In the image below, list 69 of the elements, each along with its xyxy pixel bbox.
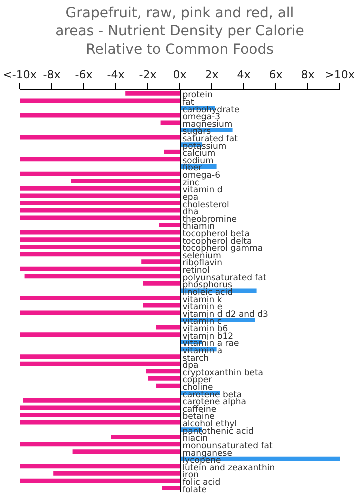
y-tick-label: omega-6 — [182, 171, 220, 182]
bar — [160, 120, 180, 126]
bar — [20, 238, 180, 242]
bar — [143, 282, 180, 286]
bar — [159, 223, 180, 228]
bar — [156, 384, 180, 388]
bar — [20, 464, 180, 469]
bar — [20, 442, 180, 447]
bar — [54, 472, 180, 476]
bar — [20, 310, 180, 316]
x-tick-label: >10x — [325, 68, 356, 82]
x-tick-label: 4x — [237, 68, 252, 82]
bar — [20, 244, 180, 250]
bar — [146, 369, 180, 374]
bar — [20, 98, 180, 104]
x-tick-label: -2x — [139, 68, 158, 82]
chart-title: Grapefruit, raw, pink and red, all areas - Nutrient Density per Calorie Relative to Common Foods — [56, 5, 304, 58]
y-tick-label: pantothenic acid — [182, 426, 254, 437]
bar — [24, 274, 180, 279]
bar — [20, 252, 180, 257]
bar — [20, 420, 180, 425]
bar — [23, 398, 180, 403]
y-tick-label: fiber — [182, 164, 203, 174]
bar — [20, 406, 180, 410]
bar — [20, 216, 180, 220]
y-tick-label: carbohydrate — [182, 105, 240, 116]
bar — [72, 450, 180, 454]
bar — [111, 434, 180, 440]
y-tick-label: vitamin d — [182, 186, 223, 196]
y-tick-label: tocopherol delta — [182, 236, 252, 247]
x-tick-label: 6x — [269, 68, 284, 82]
bar — [156, 325, 180, 330]
bar — [126, 91, 180, 96]
x-tick-label: -8x — [43, 68, 62, 82]
bar — [20, 113, 180, 118]
bar — [20, 194, 180, 198]
bar — [20, 201, 180, 206]
x-tick-label: <-10x — [3, 68, 38, 82]
x-tick-label: 2x — [205, 68, 220, 82]
y-tick-label: choline — [182, 382, 214, 393]
bar — [143, 303, 180, 308]
y-tick-label: tocopherol gamma — [182, 244, 264, 254]
bar — [20, 266, 180, 272]
bar — [20, 172, 180, 176]
y-tick-label: manganese — [182, 448, 232, 459]
bar — [20, 135, 180, 140]
y-tick-label: potassium — [182, 142, 227, 152]
x-tick-label: -6x — [75, 68, 94, 82]
bar — [20, 354, 180, 359]
bar — [20, 478, 180, 484]
x-tick-label: 8x — [301, 68, 316, 82]
x-tick-label: -4x — [107, 68, 126, 82]
y-tick-label: folate — [182, 485, 208, 496]
bar — [20, 332, 180, 338]
bar — [20, 186, 180, 191]
bar — [142, 260, 180, 264]
y-tick-label: lycopene — [182, 456, 222, 466]
bar — [148, 376, 180, 381]
x-tick-label: 0x — [173, 68, 188, 82]
bar — [20, 296, 180, 300]
bar — [20, 157, 180, 162]
y-tick-label: polyunsaturated fat — [182, 273, 268, 284]
bar — [20, 413, 180, 418]
bar — [20, 208, 180, 213]
bar — [162, 486, 180, 491]
bar — [20, 362, 180, 366]
bar — [71, 179, 180, 184]
bar — [20, 230, 180, 235]
bar — [164, 150, 180, 154]
